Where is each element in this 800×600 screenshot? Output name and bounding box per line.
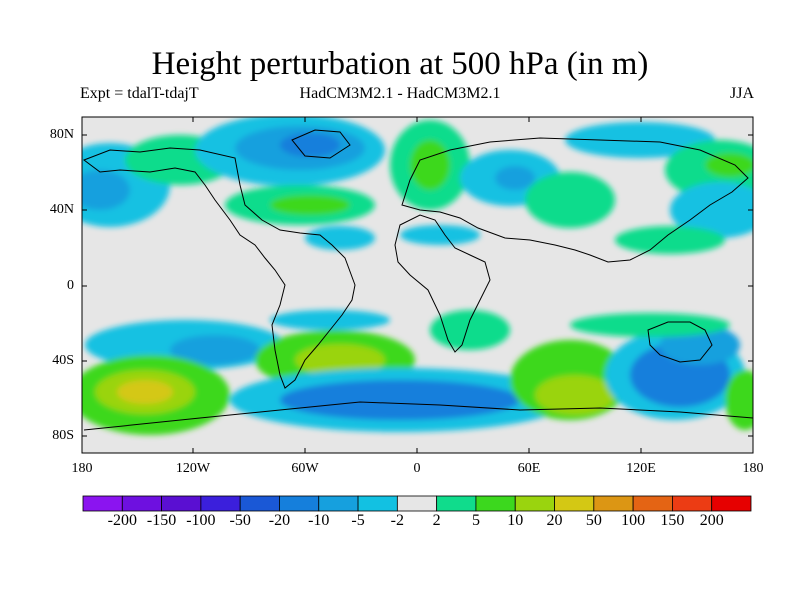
colorbar-label: -150 [146,512,177,529]
lat-label-40n: 40N [49,202,74,217]
colorbar-label: -5 [351,512,365,529]
colorbar-swatch [121,495,162,512]
colorbar-label: 150 [660,512,685,529]
season-label: JJA [729,85,754,102]
colorbar-swatch [200,495,241,512]
lon-label-180-right: 180 [742,461,764,476]
colorbar-swatch [672,495,713,512]
colorbar [82,495,752,512]
experiment-label: Expt = tdalT-tdajT [80,85,199,102]
lat-label-80s: 80S [52,428,74,443]
colorbar-label: -200 [107,512,137,529]
colorbar-swatch [593,495,634,512]
axis-ticks [82,117,753,453]
lon-label-60e: 60E [517,461,541,476]
colorbar-label: -10 [308,512,330,529]
lon-label-0: 0 [413,461,421,476]
lon-label-60w: 60W [291,461,319,476]
colorbar-swatch [554,495,595,512]
colorbar-label: 5 [471,512,480,529]
coastlines [82,129,753,431]
colorbar-label: 2 [432,512,441,529]
lon-label-120w: 120W [175,461,211,476]
colorbar-label: -20 [268,512,291,529]
colorbar-swatch [161,495,202,512]
lat-label-0: 0 [67,278,74,293]
model-label: HadCM3M2.1 - HadCM3M2.1 [299,85,501,102]
colorbar-label: -50 [229,512,251,529]
colorbar-label: 50 [585,512,602,529]
colorbar-swatch [82,495,123,512]
colorbar-swatch [475,495,516,512]
colorbar-swatch [396,495,438,512]
lon-label-180-left: 180 [71,461,93,476]
colorbar-swatch [436,495,477,512]
map-field [82,117,753,453]
lat-label-40s: 40S [52,353,74,368]
colorbar-swatch [279,495,320,512]
lon-label-120e: 120E [626,461,656,476]
colorbar-swatch [239,495,280,512]
lat-label-80n: 80N [49,127,74,142]
colorbar-label: 10 [507,512,524,529]
colorbar-label: 200 [699,512,724,529]
colorbar-swatch [632,495,673,512]
colorbar-label: 100 [621,512,646,529]
colorbar-label: -2 [390,512,404,529]
colorbar-swatch [318,495,359,512]
colorbar-label: 20 [546,512,563,529]
colorbar-swatch [357,495,398,512]
colorbar-swatch [711,495,752,512]
page-title: Height perturbation at 500 hPa (in m) [151,46,649,82]
colorbar-swatch [514,495,555,512]
colorbar-label: -100 [186,512,216,529]
